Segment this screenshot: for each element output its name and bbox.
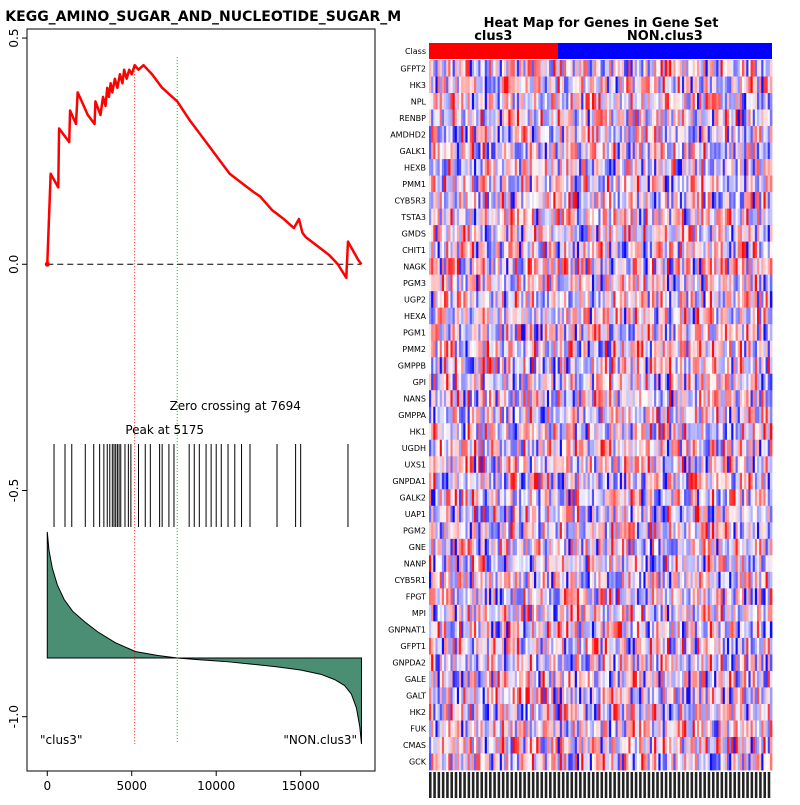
heatmap-cell xyxy=(770,324,773,341)
hit-markers-layer xyxy=(54,444,348,527)
heatmap-cell xyxy=(770,159,773,176)
zero-crossing-annotation: Zero crossing at 7694 xyxy=(170,399,301,413)
heatmap-cell xyxy=(770,539,773,556)
heatmap-cell xyxy=(770,489,773,506)
class-bar-segment xyxy=(429,43,558,59)
ranked-metric-layer xyxy=(47,532,361,744)
heatmap-cell xyxy=(770,258,773,275)
class-name-label: clus3 xyxy=(474,29,512,44)
right-class-label: "NON.clus3" xyxy=(283,733,357,747)
heatmap-cell xyxy=(770,473,773,490)
enrichment-plot-panel: : KEGG_AMINO_SUGAR_AND_NUCLEOTIDE_SUGAR_… xyxy=(0,9,401,793)
heatmap-cell xyxy=(770,423,773,440)
class-name-label: NON.clus3 xyxy=(627,29,703,44)
heatmap-cell xyxy=(770,341,773,358)
heatmap-cell xyxy=(770,506,773,523)
annotation-layer: Peak at 5175 Zero crossing at 7694 "clus… xyxy=(40,399,357,747)
heatmap-cell xyxy=(770,308,773,325)
enrichment-start-point xyxy=(45,262,50,267)
heatmap-cell xyxy=(770,407,773,424)
heatmap-cell xyxy=(770,143,773,160)
heatmap-cell xyxy=(770,357,773,374)
heatmap-cell xyxy=(770,209,773,226)
heatmap-cell xyxy=(770,110,773,127)
heatmap-cell xyxy=(770,77,773,94)
enrichment-y-axis: 0.5 0.0 -0.5 -1.0 xyxy=(7,29,27,729)
heatmap-cell xyxy=(770,456,773,473)
heatmap-cell xyxy=(770,60,773,77)
heatmap-cell xyxy=(770,242,773,259)
peak-annotation: Peak at 5175 xyxy=(125,423,204,437)
heatmap-cell xyxy=(770,374,773,391)
heatmap-cell xyxy=(770,275,773,292)
enrichment-plot-title: : KEGG_AMINO_SUGAR_AND_NUCLEOTIDE_SUGAR_… xyxy=(0,9,401,25)
heatmap-cell xyxy=(770,291,773,308)
heatmap-cell xyxy=(770,93,773,110)
heatmap-cell xyxy=(770,126,773,143)
enrichment-score-layer xyxy=(45,65,362,278)
y-tick-label: -0.5 xyxy=(7,479,21,502)
heatmap-cell xyxy=(770,176,773,193)
y-tick-label: 0.0 xyxy=(7,255,21,274)
heatmap-cells xyxy=(429,60,772,770)
ranked-metric-area xyxy=(47,532,361,744)
heatmap-cell xyxy=(770,225,773,242)
x-tick-label: 15000 xyxy=(282,779,320,793)
heatmap-cell xyxy=(770,440,773,457)
heatmap-cell xyxy=(770,390,773,407)
heatmap-class-labels: clus3 NON.clus3 xyxy=(474,29,703,44)
enrichment-score-line xyxy=(47,65,361,278)
y-tick-label: -1.0 xyxy=(7,705,21,728)
x-tick-label: 0 xyxy=(43,779,51,793)
heatmap-cell xyxy=(770,522,773,539)
x-tick-label: 10000 xyxy=(197,779,235,793)
left-class-label: "clus3" xyxy=(40,733,82,747)
class-bar-segment xyxy=(558,43,772,59)
heatmap-class-bar xyxy=(429,43,772,59)
enrichment-x-axis: 0 5000 10000 15000 xyxy=(43,771,319,793)
x-tick-label: 5000 xyxy=(116,779,147,793)
heatmap-cell xyxy=(770,192,773,209)
y-tick-label: 0.5 xyxy=(7,29,21,48)
